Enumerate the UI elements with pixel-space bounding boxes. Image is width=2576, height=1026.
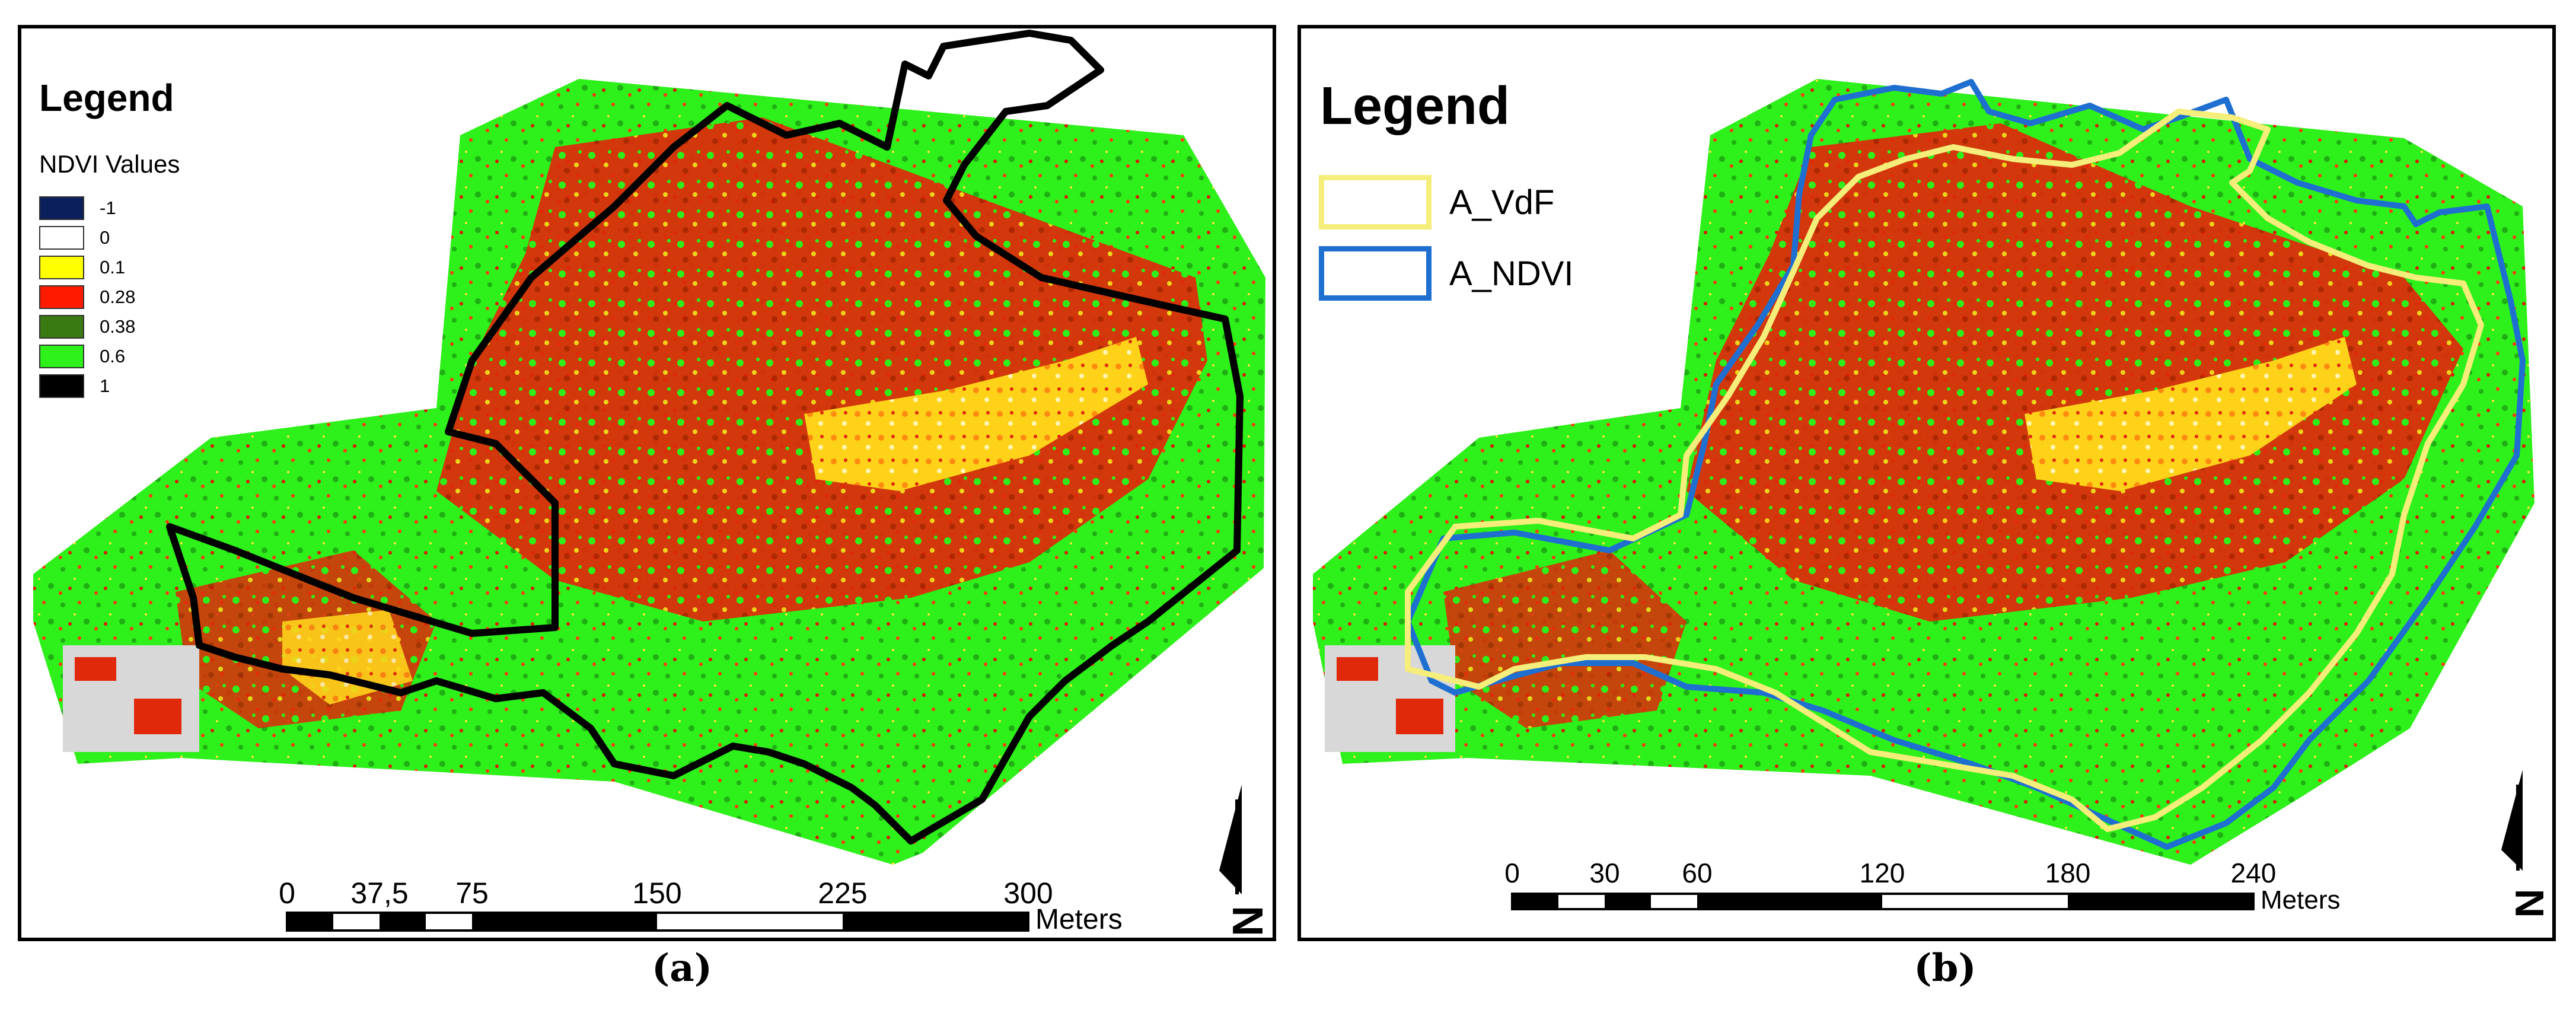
scale-unit-label: Meters <box>2261 885 2340 915</box>
roof-icon <box>1396 699 1443 734</box>
a-vdf-boundary <box>1405 109 2484 832</box>
north-label: N <box>1225 906 1272 936</box>
scale-tick-label: 0 <box>279 877 295 910</box>
roof-icon <box>1337 657 1378 681</box>
legend-item: 0.28 <box>39 283 135 311</box>
legend-item: 0.6 <box>39 343 125 370</box>
legend-swatch <box>39 226 84 250</box>
scale-bar: 0 30 60 120 180 240 Meters <box>1504 858 2340 915</box>
legend-item: 0.38 <box>39 313 135 340</box>
scale-tick-label: 75 <box>455 877 489 910</box>
legend-swatch <box>1319 175 1432 230</box>
legend-title: Legend <box>39 77 174 119</box>
scale-tick-label: 120 <box>1860 858 1905 888</box>
scale-tick-label: 225 <box>818 877 867 910</box>
study-area-boundary <box>166 30 1244 845</box>
bare-soil-zone <box>2025 337 2357 491</box>
legend-item: A_NDVI <box>1319 245 1574 302</box>
low-ndvi-zone <box>436 117 1207 622</box>
scale-bar: 0 37,5 75 150 225 300 Meters <box>279 877 1123 935</box>
scale-tick-label: 37,5 <box>350 877 408 910</box>
legend-subtitle: NDVI Values <box>39 150 180 178</box>
north-arrow-icon: N <box>1219 785 1272 936</box>
ndvi-map-b: 0 30 60 120 180 240 Meters N <box>1313 79 2552 918</box>
legend-item-label: -1 <box>100 197 116 218</box>
scale-unit-label: Meters <box>1035 904 1123 935</box>
legend-swatch <box>1319 246 1432 301</box>
roof-icon <box>134 699 181 734</box>
scale-tick-label: 150 <box>632 877 681 910</box>
north-arrow-icon: N <box>2501 770 2552 918</box>
legend-swatch <box>39 374 84 398</box>
bare-soil-zone-west <box>282 610 413 705</box>
figure-caption-a: (a) <box>651 946 713 990</box>
legend-swatch <box>39 285 84 309</box>
roof-icon <box>75 657 116 681</box>
figure-caption-b: (b) <box>1914 946 1976 990</box>
scale-tick-label: 240 <box>2231 858 2277 888</box>
legend-item-label: 0.1 <box>100 257 126 278</box>
legend-item-label: 1 <box>100 375 110 396</box>
legend-swatch <box>39 256 84 279</box>
legend-item-label: 0.6 <box>100 346 126 367</box>
legend-item: 0 <box>39 224 110 251</box>
map-panel-a: 0 37,5 75 150 225 300 Meters N Legend ND… <box>18 25 1276 941</box>
map-panel-b: 0 30 60 120 180 240 Meters N Legend A_Vd… <box>1297 25 2556 941</box>
legend-item: 1 <box>39 372 110 400</box>
legend-swatch <box>39 345 84 368</box>
ndvi-map-a: 0 37,5 75 150 225 300 Meters N <box>33 30 1272 936</box>
legend-swatch <box>39 196 84 220</box>
scale-tick-label: 300 <box>1003 877 1053 910</box>
north-label: N <box>2507 888 2552 917</box>
legend-item-label: A_NDVI <box>1449 254 1574 293</box>
low-ndvi-zone <box>1686 123 2463 622</box>
legend-swatch <box>39 315 84 339</box>
legend-item-label: 0.38 <box>100 316 136 337</box>
legend-item: 0.1 <box>39 254 125 281</box>
bare-soil-zone <box>804 337 1148 491</box>
legend-item-label: A_VdF <box>1449 183 1555 222</box>
low-ndvi-zone-west <box>1443 550 1686 728</box>
scale-tick-label: 60 <box>1682 858 1712 888</box>
legend-title: Legend <box>1320 77 1510 136</box>
legend-item-label: 0.28 <box>100 286 136 307</box>
scale-tick-label: 30 <box>1589 858 1619 888</box>
scale-tick-label: 0 <box>1504 858 1520 888</box>
legend-item: -1 <box>39 195 116 222</box>
scale-tick-label: 180 <box>2045 858 2091 888</box>
legend-item: A_VdF <box>1319 174 1554 231</box>
legend-item-label: 0 <box>100 227 110 248</box>
